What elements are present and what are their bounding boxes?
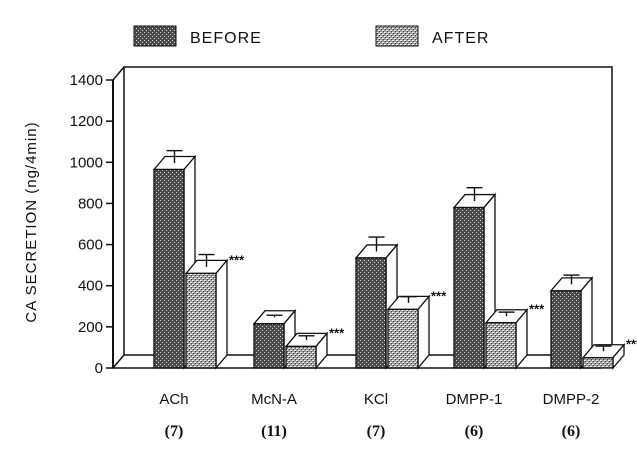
bar-front-face <box>453 206 485 369</box>
y-tick-label: 200 <box>78 319 103 336</box>
y-tick-label: 1000 <box>70 154 103 171</box>
significance-marker: *** <box>229 252 245 267</box>
sample-size-label: (6) <box>465 423 484 440</box>
bar-side-face <box>215 258 228 370</box>
bar-front-face <box>387 308 419 369</box>
y-tick-label: 400 <box>78 278 103 295</box>
bar-before-dmpp-2 <box>549 274 594 370</box>
y-tick-label: 0 <box>95 360 103 377</box>
x-tick-label: DMPP-1 <box>446 391 503 408</box>
bar-after-mcn-a: *** <box>284 325 345 370</box>
legend-label-after: AFTER <box>432 30 489 47</box>
x-axis-labels: ACh (7) McN-A (11) KCl (7) DMPP-1 (6) DMPP-2 (6) <box>159 391 599 440</box>
sample-size-label: (7) <box>367 423 386 440</box>
axis-corner <box>112 66 125 81</box>
x-tick-label: McN-A <box>251 391 297 408</box>
bar-front-face <box>185 272 217 369</box>
bar-front-face <box>582 357 614 369</box>
x-tick-label: DMPP-2 <box>543 391 600 408</box>
bar-front-face <box>285 345 317 369</box>
back-wall <box>123 66 613 355</box>
y-axis-title: CA SECRETION (ng/4min) <box>23 121 40 322</box>
significance-marker: *** <box>626 337 637 352</box>
y-axis-ticks: 0 200 400 600 800 1000 1200 1400 <box>70 72 113 377</box>
sample-size-label: (11) <box>261 423 287 440</box>
bar-side-face <box>417 294 430 370</box>
significance-marker: *** <box>529 302 545 317</box>
bar-after-dmpp-1: *** <box>484 302 545 370</box>
sample-size-label: (7) <box>165 423 184 440</box>
bar-front-face <box>253 323 285 369</box>
legend: BEFORE AFTER <box>133 25 489 47</box>
y-tick-label: 1400 <box>70 72 103 89</box>
x-tick-label: KCl <box>364 391 388 408</box>
y-tick-label: 1200 <box>70 113 103 130</box>
sample-size-label: (6) <box>562 423 581 440</box>
y-tick-label: 800 <box>78 195 103 212</box>
x-tick-label: ACh <box>159 391 188 408</box>
bar-after-ach: *** <box>184 252 245 370</box>
bar-front-face <box>550 290 582 369</box>
y-tick-label: 600 <box>78 237 103 254</box>
significance-marker: *** <box>329 325 345 340</box>
bar-front-face <box>153 168 185 369</box>
legend-swatch-before <box>133 25 177 47</box>
significance-marker: *** <box>431 288 447 303</box>
bar-after-kcl: *** <box>386 288 447 370</box>
legend-label-before: BEFORE <box>190 30 262 47</box>
legend-swatch-after <box>375 25 419 47</box>
bar-after-dmpp-2: *** <box>581 337 637 370</box>
bar-front-face <box>485 322 517 369</box>
bars: *** *** *** *** *** <box>152 149 637 370</box>
bar-front-face <box>355 257 387 369</box>
